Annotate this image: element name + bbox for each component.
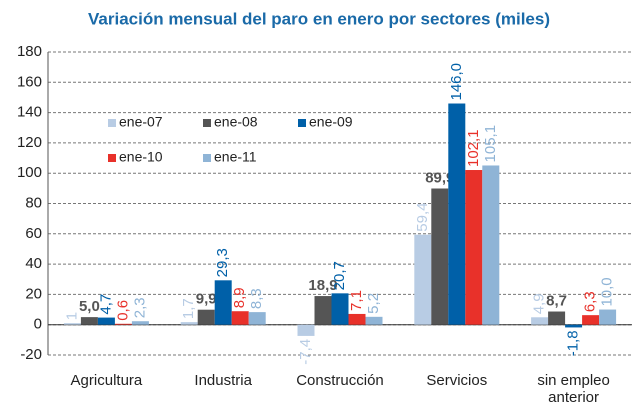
value-label: -7,4: [297, 339, 314, 365]
bar: [114, 323, 132, 325]
bar: [331, 293, 349, 325]
value-label: -1,8: [565, 330, 582, 356]
y-tick-label: 120: [17, 134, 42, 151]
bar: [431, 188, 449, 325]
bar: [314, 296, 332, 325]
x-tick-label: sin empleo anterior: [537, 372, 610, 405]
bar: [482, 165, 500, 325]
value-label: 0,6: [114, 300, 131, 321]
y-tick-label: 40: [25, 255, 42, 272]
value-label: 4,7: [97, 294, 114, 315]
value-label: 1: [63, 312, 80, 320]
x-tick-label: Agricultura: [71, 372, 143, 389]
x-tick-label: Construcción: [296, 372, 384, 389]
x-tick-label: Servicios: [426, 372, 487, 389]
value-label: 9,9: [196, 291, 217, 308]
value-label: 10,0: [599, 277, 616, 306]
bar: [231, 311, 249, 325]
legend-label: ene-09: [309, 114, 353, 130]
value-label: 5,2: [365, 293, 382, 314]
value-label: 5,0: [79, 298, 100, 315]
bar: [197, 309, 215, 325]
y-tick-label: 80: [25, 194, 42, 211]
bar: [297, 324, 315, 336]
value-label: 18,9: [308, 277, 337, 294]
value-label: 20,7: [331, 261, 348, 290]
y-tick-label: 140: [17, 104, 42, 121]
value-label: 105,1: [482, 125, 499, 163]
y-tick-label: 60: [25, 225, 42, 242]
legend-swatch: [203, 119, 211, 127]
value-label: 8,7: [546, 292, 567, 309]
value-label: 4,9: [531, 293, 548, 314]
y-tick-label: 0: [34, 316, 42, 333]
bar: [214, 280, 232, 325]
legend-label: ene-11: [214, 149, 257, 165]
bar: [465, 170, 483, 325]
bar: [448, 103, 466, 325]
value-label: 2,3: [131, 297, 148, 318]
y-tick-label: 160: [17, 73, 42, 90]
y-tick-label: -20: [20, 346, 42, 363]
bar: [365, 316, 383, 325]
value-label: 8,3: [248, 288, 265, 309]
bar: [565, 324, 583, 328]
bar: [348, 313, 366, 325]
x-tick-label: Industria: [194, 372, 252, 389]
y-tick-label: 20: [25, 285, 42, 302]
value-label: 1,7: [180, 298, 197, 319]
bar: [548, 311, 566, 325]
legend-swatch: [108, 119, 116, 127]
y-tick-label: 100: [17, 164, 42, 181]
bar: [80, 317, 98, 325]
legend-label: ene-08: [214, 114, 258, 130]
y-tick-label: 180: [17, 43, 42, 60]
bar: [582, 315, 600, 325]
value-label: 146,0: [448, 63, 465, 101]
value-label: 89,9: [425, 169, 454, 186]
legend-label: ene-07: [119, 114, 163, 130]
bar: [180, 322, 198, 325]
value-label: 29,3: [214, 248, 231, 277]
bar: [414, 234, 432, 325]
legend-swatch: [203, 154, 211, 162]
value-label: 8,9: [231, 287, 248, 308]
bar: [599, 309, 617, 325]
legend-swatch: [108, 154, 116, 162]
bar: [97, 317, 115, 325]
legend-swatch: [298, 119, 306, 127]
bar: [63, 323, 81, 325]
bar: [531, 317, 549, 325]
value-label: 7,1: [348, 290, 365, 311]
value-label: 102,1: [465, 129, 482, 167]
legend-label: ene-10: [119, 149, 163, 165]
value-label: 6,3: [582, 291, 599, 312]
chart-title: Variación mensual del paro en enero por …: [88, 9, 550, 28]
bar: [131, 321, 149, 325]
bar: [248, 312, 266, 325]
value-label: 59,4: [414, 203, 431, 232]
